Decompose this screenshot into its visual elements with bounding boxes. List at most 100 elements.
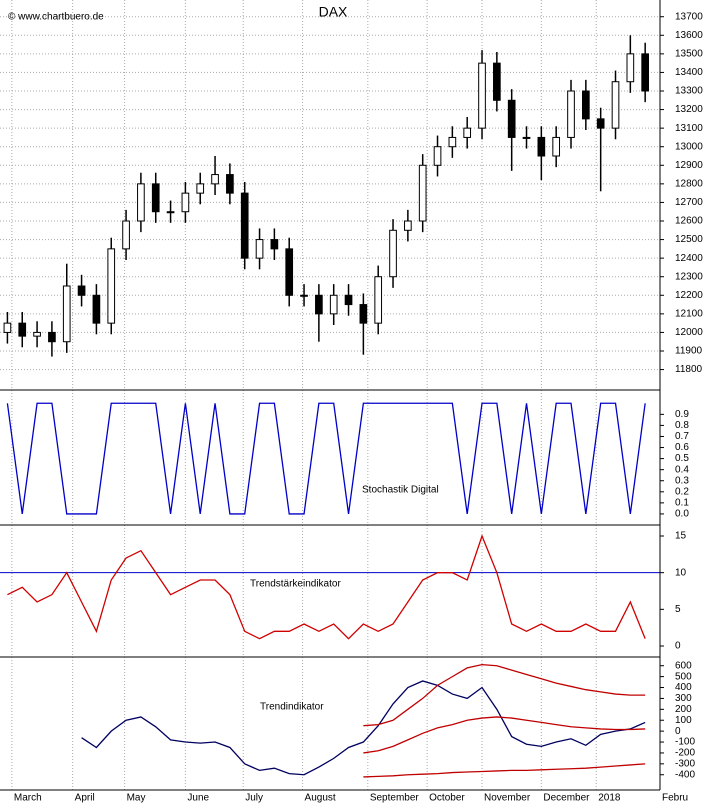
candle-body — [122, 220, 130, 250]
candle-body — [537, 136, 546, 157]
y-tick-label: 13400 — [675, 67, 703, 78]
x-tick-label: November — [484, 793, 531, 803]
y-tick-label: 12800 — [675, 178, 703, 189]
y-tick-label: 12200 — [675, 290, 703, 301]
y-tick-label: 0.4 — [675, 464, 689, 475]
y-tick-label: 5 — [675, 604, 681, 615]
candle-body — [448, 136, 457, 148]
candle-body — [552, 136, 561, 157]
candle-body — [567, 90, 575, 138]
candle-body — [433, 146, 442, 166]
annotation: © www.chartbuero.de — [8, 12, 104, 23]
series-line — [7, 534, 646, 640]
y-tick-label: 12500 — [675, 234, 703, 245]
candle-body — [18, 322, 27, 337]
y-tick-label: 12700 — [675, 197, 703, 208]
candle-body — [611, 81, 620, 129]
y-tick-label: 0.1 — [675, 498, 689, 509]
candle-body — [418, 164, 427, 222]
y-tick-label: 13100 — [675, 123, 703, 134]
candle-body — [255, 239, 264, 259]
candle-body — [77, 285, 86, 296]
y-tick-label: 0.8 — [675, 420, 689, 431]
series-line — [363, 716, 646, 754]
y-tick-label: 12300 — [675, 271, 703, 282]
candle-body — [522, 136, 531, 139]
x-tick-label: October — [429, 793, 465, 803]
y-tick-label: 0.5 — [675, 453, 689, 464]
candle-body — [181, 192, 190, 213]
y-tick-label: -200 — [675, 748, 695, 759]
y-tick-label: 12600 — [675, 216, 703, 227]
x-tick-label: July — [245, 793, 263, 803]
series-line — [6, 402, 646, 515]
candle-body — [285, 248, 294, 296]
x-tick-label: December — [543, 793, 590, 803]
y-tick-label: 15 — [675, 531, 687, 542]
candle-body — [389, 229, 397, 278]
candle-body — [62, 285, 71, 343]
y-tick-label: 100 — [675, 715, 692, 726]
y-tick-label: 13500 — [675, 48, 703, 59]
x-tick-label: Febru — [662, 793, 688, 803]
annotation: Stochastik Digital — [362, 485, 439, 496]
candle-body — [374, 276, 383, 324]
x-tick-label: May — [127, 793, 146, 803]
candle-body — [166, 211, 175, 214]
y-tick-label: 13600 — [675, 30, 703, 41]
candle-body — [211, 174, 219, 185]
candle-body — [507, 99, 516, 138]
chart-title: DAX — [319, 4, 348, 20]
y-tick-label: 0 — [675, 726, 681, 737]
y-tick-label: 10 — [675, 567, 687, 578]
candle-body — [359, 304, 368, 324]
y-tick-label: 13000 — [675, 141, 703, 152]
x-tick-label: March — [14, 793, 42, 803]
y-tick-label: -300 — [675, 758, 695, 769]
y-tick-label: 12900 — [675, 160, 703, 171]
series-line — [363, 763, 646, 778]
y-tick-label: 0.2 — [675, 486, 689, 497]
candle-body — [582, 90, 590, 120]
y-tick-label: 13300 — [675, 86, 703, 97]
y-tick-label: 11900 — [675, 346, 703, 357]
candle-body — [493, 62, 501, 101]
x-tick-label: September — [370, 793, 420, 803]
candle-body — [92, 294, 101, 324]
y-tick-label: 600 — [675, 660, 692, 671]
annotation: Trendstärkeindikator — [250, 579, 341, 590]
y-tick-label: 0.3 — [675, 475, 689, 486]
candle-body — [33, 331, 41, 337]
x-tick-label: April — [75, 793, 95, 803]
y-tick-label: 0 — [675, 641, 681, 652]
candle-body — [226, 174, 234, 194]
x-tick-label: June — [187, 793, 209, 803]
candle-body — [151, 183, 160, 213]
y-tick-label: 0.9 — [675, 409, 689, 420]
y-tick-label: 300 — [675, 693, 692, 704]
y-tick-label: 12000 — [675, 327, 703, 338]
candle-body — [344, 294, 353, 306]
series-line — [363, 663, 646, 727]
candle-body — [107, 248, 116, 324]
y-tick-label: 500 — [675, 671, 692, 682]
annotation: Trendindikator — [260, 702, 324, 713]
y-tick-label: -100 — [675, 737, 695, 748]
y-tick-label: 12400 — [675, 253, 703, 264]
x-tick-label: August — [305, 793, 336, 803]
candle-body — [300, 294, 308, 297]
y-tick-label: 0.7 — [675, 431, 689, 442]
candle-body — [137, 183, 145, 222]
candle-body — [626, 53, 635, 83]
x-tick-label: 2018 — [598, 793, 621, 803]
candle-body — [478, 62, 486, 129]
candle-body — [329, 294, 338, 315]
y-tick-label: 0.6 — [675, 442, 689, 453]
y-tick-label: -400 — [675, 769, 695, 780]
candle-body — [463, 127, 472, 138]
candle-body — [48, 331, 56, 343]
candle-body — [641, 53, 650, 92]
y-tick-label: 13700 — [675, 11, 703, 22]
y-tick-label: 13200 — [675, 104, 703, 115]
